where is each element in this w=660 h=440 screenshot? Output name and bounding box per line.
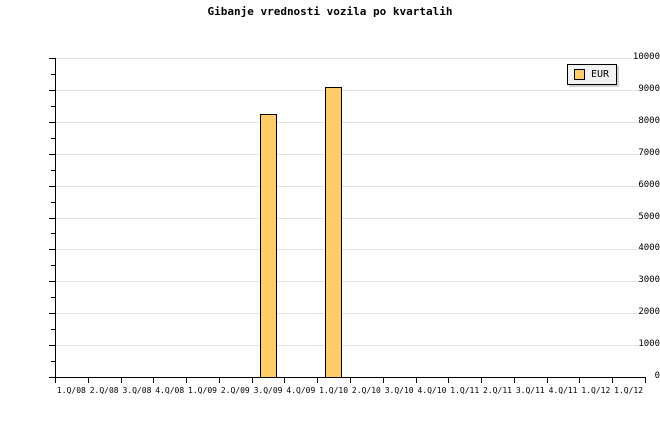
gridline bbox=[55, 89, 645, 91]
y-axis-label: 7000 bbox=[638, 147, 660, 158]
x-axis-tick bbox=[87, 377, 89, 383]
x-axis-label: 2.Q/10 bbox=[351, 386, 381, 395]
y-axis-minor-tick bbox=[51, 265, 55, 267]
y-axis-tick bbox=[49, 58, 55, 59]
x-axis-tick bbox=[251, 377, 253, 383]
legend-label-eur: EUR bbox=[591, 69, 610, 80]
y-axis-minor-tick bbox=[51, 233, 55, 235]
gridline bbox=[55, 345, 645, 347]
x-axis-tick bbox=[513, 377, 515, 383]
x-axis-label: 3.Q/11 bbox=[515, 386, 545, 395]
gridline bbox=[55, 185, 645, 187]
y-axis-label: 2000 bbox=[638, 307, 660, 318]
y-axis-tick bbox=[49, 89, 55, 91]
x-axis-tick bbox=[612, 377, 614, 383]
y-axis-tick bbox=[49, 249, 55, 251]
y-axis-label: 10000 bbox=[632, 52, 660, 62]
y-axis-label: 4000 bbox=[638, 243, 660, 254]
x-axis-label: 2.Q/08 bbox=[89, 386, 119, 395]
x-axis-label: 1.Q/10 bbox=[319, 386, 349, 395]
x-axis-label: 1.Q/08 bbox=[56, 386, 86, 395]
y-axis-tick bbox=[49, 377, 55, 378]
x-axis-tick bbox=[186, 377, 188, 383]
x-axis-label: 3.Q/09 bbox=[253, 386, 283, 395]
y-axis-label: 6000 bbox=[638, 179, 660, 190]
x-axis-tick bbox=[382, 377, 384, 383]
gridline bbox=[55, 217, 645, 219]
y-axis-label: 3000 bbox=[638, 275, 660, 286]
y-axis-minor-tick bbox=[51, 169, 55, 171]
y-axis-tick bbox=[49, 313, 55, 315]
bar[interactable] bbox=[259, 113, 277, 377]
x-axis-tick bbox=[448, 377, 450, 383]
y-axis-tick bbox=[49, 217, 55, 219]
y-axis-tick bbox=[49, 121, 55, 123]
x-axis-tick bbox=[645, 377, 646, 383]
x-axis-label: 1.Q/12 bbox=[614, 386, 644, 395]
y-axis-tick bbox=[49, 185, 55, 187]
y-axis-tick bbox=[49, 345, 55, 347]
x-axis-tick bbox=[579, 377, 581, 383]
x-axis-tick bbox=[55, 377, 56, 383]
gridline bbox=[55, 153, 645, 155]
y-axis-minor-tick bbox=[51, 201, 55, 203]
y-axis-minor-tick bbox=[51, 329, 55, 331]
x-axis-tick bbox=[481, 377, 483, 383]
y-axis-minor-tick bbox=[51, 297, 55, 299]
legend-swatch-eur bbox=[574, 69, 585, 80]
y-axis-label: 9000 bbox=[638, 83, 660, 94]
x-axis-tick bbox=[153, 377, 155, 383]
y-axis-tick bbox=[49, 281, 55, 283]
x-axis-label: 3.Q/08 bbox=[122, 386, 152, 395]
y-axis-line bbox=[55, 58, 56, 378]
x-axis-label: 2.Q/09 bbox=[220, 386, 250, 395]
bar[interactable] bbox=[325, 86, 343, 377]
x-axis-label: 1.Q/11 bbox=[450, 386, 480, 395]
y-axis-minor-tick bbox=[51, 73, 55, 75]
x-axis-tick bbox=[546, 377, 548, 383]
gridline bbox=[55, 313, 645, 315]
y-axis-minor-tick bbox=[51, 361, 55, 363]
x-axis-label: 2.Q/11 bbox=[483, 386, 512, 395]
x-axis-label: 4.Q/11 bbox=[548, 386, 578, 395]
x-axis-tick bbox=[218, 377, 220, 383]
y-axis-minor-tick bbox=[51, 105, 55, 107]
y-axis-label: 8000 bbox=[638, 115, 660, 126]
x-axis-label: 1.Q/09 bbox=[188, 386, 217, 395]
x-axis-label: 1.Q/12 bbox=[581, 386, 611, 395]
y-axis-label: 1000 bbox=[638, 339, 660, 350]
y-axis-label: 0 bbox=[654, 371, 660, 381]
gridline bbox=[55, 58, 645, 59]
x-axis-label: 4.Q/08 bbox=[155, 386, 185, 395]
x-axis-label: 3.Q/10 bbox=[384, 386, 414, 395]
x-axis-tick bbox=[284, 377, 286, 383]
y-axis-minor-tick bbox=[51, 137, 55, 139]
x-axis-tick bbox=[415, 377, 417, 383]
x-axis-tick bbox=[317, 377, 319, 383]
y-axis-label: 5000 bbox=[638, 211, 660, 222]
gridline bbox=[55, 249, 645, 251]
gridline bbox=[55, 121, 645, 123]
x-axis-label: 4.Q/09 bbox=[286, 386, 316, 395]
x-axis-label: 4.Q/10 bbox=[417, 386, 447, 395]
y-axis-tick bbox=[49, 153, 55, 155]
legend[interactable]: EUR bbox=[567, 64, 618, 85]
chart-title: Gibanje vrednosti vozila po kvartalih bbox=[207, 5, 453, 18]
plot-area bbox=[55, 58, 645, 378]
gridline bbox=[55, 281, 645, 283]
x-axis-tick bbox=[120, 377, 122, 383]
x-axis-tick bbox=[350, 377, 351, 383]
